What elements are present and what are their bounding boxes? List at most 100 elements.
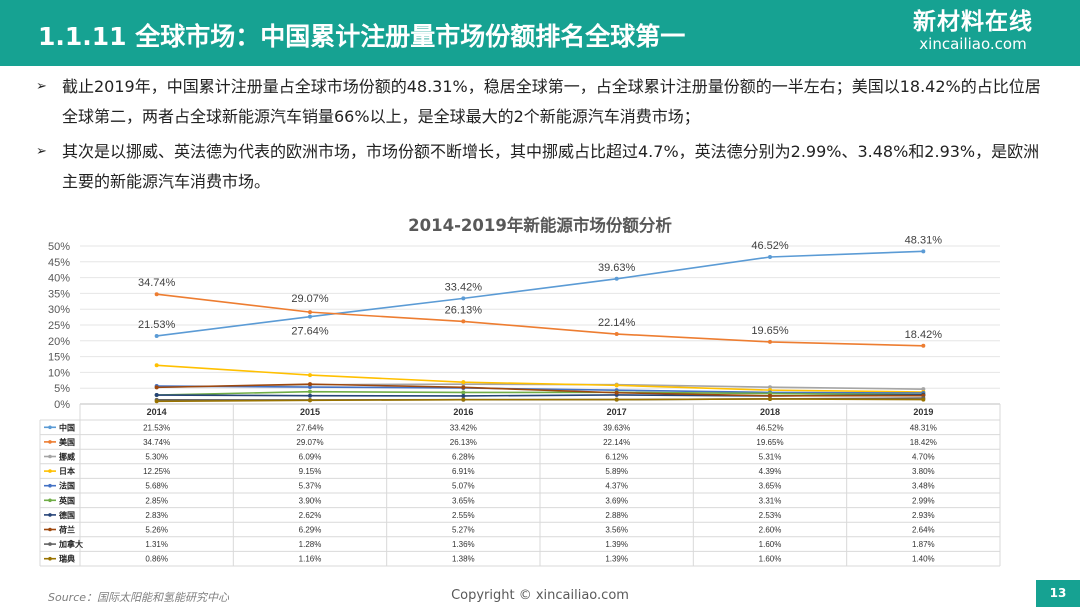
table-cell: 5.68%	[145, 482, 168, 491]
data-label: 48.31%	[905, 234, 943, 246]
table-cell: 6.29%	[299, 526, 322, 535]
data-label: 26.13%	[445, 304, 483, 316]
table-cell: 2.85%	[145, 496, 168, 505]
table-cell: 3.69%	[605, 496, 628, 505]
series-line-日本	[156, 364, 924, 393]
table-cell: 3.31%	[759, 496, 782, 505]
table-cell: 3.65%	[759, 482, 782, 491]
legend-swatch-point	[48, 469, 52, 473]
chart-title: 2014-2019年新能源市场份额分析	[408, 216, 672, 235]
copyright-text: Copyright © xincailiao.com	[451, 588, 629, 603]
table-cell: 12.25%	[143, 467, 170, 476]
table-cell: 6.28%	[452, 453, 475, 462]
table-cell: 9.15%	[299, 467, 322, 476]
table-cell: 1.39%	[605, 540, 628, 549]
y-tick-label: 5%	[54, 383, 70, 395]
table-cell: 3.48%	[912, 482, 935, 491]
data-point	[768, 254, 772, 259]
page-title: 1.1.11 全球市场：中国累计注册量市场份额排名全球第一	[38, 22, 686, 51]
data-point	[308, 382, 312, 387]
table-cell: 1.40%	[912, 555, 935, 564]
y-tick-label: 20%	[48, 336, 70, 348]
page-number: 13	[1036, 580, 1080, 607]
data-point	[461, 296, 466, 301]
table-cell: 48.31%	[910, 423, 937, 432]
y-tick-label: 40%	[48, 273, 70, 285]
table-cell: 18.42%	[910, 438, 937, 447]
data-point	[154, 385, 159, 390]
table-cell: 34.74%	[143, 438, 170, 447]
x-tick-label: 2016	[453, 407, 473, 417]
data-point	[614, 332, 619, 337]
bullet-point-2: ➢ 其次是以挪威、英法德为代表的欧洲市场，市场份额不断增长，其中挪威占比超过4.…	[36, 137, 1046, 197]
table-cell: 1.38%	[452, 555, 475, 564]
table-cell: 1.60%	[759, 540, 782, 549]
data-point	[614, 383, 619, 388]
data-label: 34.74%	[138, 277, 176, 289]
data-point	[154, 399, 159, 404]
x-tick-label: 2019	[913, 407, 933, 417]
y-tick-label: 50%	[48, 241, 70, 253]
table-cell: 5.89%	[605, 467, 628, 476]
table-cell: 2.83%	[145, 511, 168, 520]
series-line-荷兰	[156, 383, 924, 397]
data-point	[614, 276, 619, 281]
table-cell: 1.36%	[452, 540, 475, 549]
data-label: 27.64%	[291, 326, 329, 338]
table-cell: 2.99%	[912, 496, 935, 505]
data-point	[614, 397, 619, 402]
table-cell: 5.07%	[452, 482, 475, 491]
table-cell: 4.39%	[759, 467, 782, 476]
data-point	[461, 319, 466, 324]
data-point	[154, 333, 159, 338]
table-cell: 46.52%	[756, 423, 783, 432]
data-point	[921, 249, 926, 254]
table-cell: 21.53%	[143, 423, 170, 432]
data-label: 19.65%	[751, 325, 789, 337]
table-cell: 29.07%	[296, 438, 323, 447]
data-point	[461, 385, 466, 390]
table-cell: 5.30%	[145, 453, 168, 462]
data-point	[614, 390, 619, 395]
table-cell: 4.70%	[912, 453, 935, 462]
table-cell: 1.28%	[299, 540, 322, 549]
table-row-label: 中国	[59, 422, 75, 432]
legend-swatch-point	[48, 440, 52, 444]
table-cell: 2.55%	[452, 511, 475, 520]
data-point	[461, 393, 466, 398]
data-point	[308, 389, 312, 394]
table-cell: 33.42%	[450, 423, 477, 432]
data-point	[768, 393, 772, 398]
table-cell: 6.91%	[452, 467, 475, 476]
data-point	[308, 385, 312, 390]
data-point	[154, 363, 159, 368]
data-point	[921, 343, 926, 348]
table-cell: 6.12%	[605, 453, 628, 462]
table-cell: 22.14%	[603, 438, 630, 447]
legend-swatch-point	[48, 454, 52, 459]
y-tick-label: 0%	[54, 399, 70, 411]
data-point	[461, 390, 466, 395]
table-row-label: 挪威	[59, 452, 75, 462]
data-point	[461, 380, 466, 385]
table-cell: 2.62%	[299, 511, 322, 520]
table-cell: 0.86%	[145, 555, 168, 564]
market-share-chart: 0% 5% 10% 15% 20% 25% 30% 35% 40% 45% 50% 21.53% 27…	[39, 234, 1001, 567]
table-cell: 2.64%	[912, 526, 935, 535]
table-cell: 1.16%	[299, 555, 322, 564]
table-cell: 2.93%	[912, 511, 935, 520]
y-tick-label: 45%	[48, 257, 70, 269]
data-label: 21.53%	[138, 319, 176, 331]
bullet-point-1: ➢ 截止2019年，中国累计注册量占全球市场份额的48.31%，稳居全球第一，占…	[36, 72, 1046, 132]
data-point	[154, 292, 159, 297]
bullet-arrow-icon: ➢	[36, 144, 47, 159]
bullet-arrow-icon: ➢	[36, 79, 47, 94]
data-label: 39.63%	[598, 262, 636, 274]
table-row-label: 德国	[59, 510, 75, 520]
data-point	[154, 393, 159, 398]
table-cell: 6.09%	[299, 453, 322, 462]
data-label: 46.52%	[751, 240, 789, 252]
table-cell: 5.27%	[452, 526, 475, 535]
legend-swatch-point	[48, 556, 52, 561]
table-cell: 26.13%	[450, 438, 477, 447]
